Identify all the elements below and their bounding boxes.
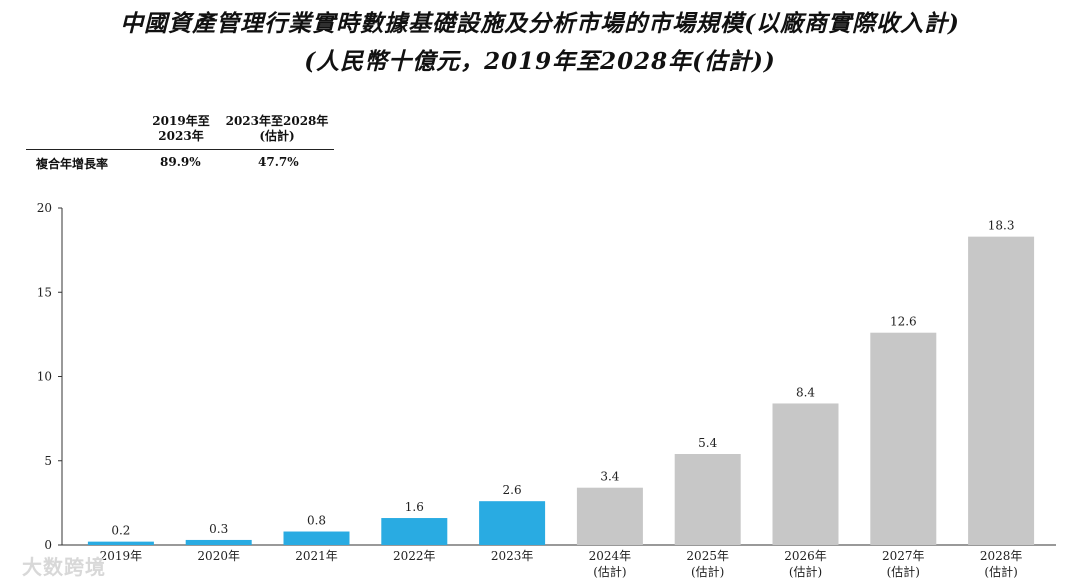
value-label-2019年: 0.2 (111, 524, 130, 538)
x-tick-label-2019年: 2019年 (100, 549, 143, 563)
value-label-2024年: 3.4 (600, 470, 619, 484)
bar-2019年 (87, 541, 154, 545)
bar-2021年 (283, 531, 350, 545)
value-label-2026年: 8.4 (796, 385, 815, 399)
value-label-2022年: 1.6 (405, 500, 424, 514)
y-tick-label-5: 5 (44, 454, 52, 468)
x-tick-label-2028年: 2028年 (980, 549, 1023, 563)
chart-subtitle: (人民幣十億元，2019年至2028年(估計)) (304, 48, 776, 75)
x-tick-label-2025年: 2025年 (686, 549, 729, 563)
bar-2028年 (968, 236, 1035, 545)
bar-2025年 (674, 454, 741, 545)
x-tick-label-2020年: 2020年 (197, 549, 240, 563)
cagr-col1-header: 2019年至 2023年 (140, 114, 222, 144)
value-label-2027年: 12.6 (890, 315, 917, 329)
cagr-table-rule (26, 149, 334, 150)
x-tick-label-2027年: 2027年 (882, 549, 925, 563)
chart-title: 中國資產管理行業實時數據基礎設施及分析市場的市場規模(以廠商實際收入計) (120, 10, 960, 37)
cagr-col1-header-line2: 2023年 (158, 129, 204, 143)
bar-2024年 (576, 487, 643, 545)
cagr-col2-header: 2023年至2028年 (估計) (222, 114, 332, 144)
x-tick-sublabel-2025年: (估計) (691, 564, 724, 579)
bar-2026年 (772, 403, 839, 545)
value-label-2028年: 18.3 (988, 219, 1015, 233)
bar-2023年 (479, 501, 546, 545)
cagr-col2-header-line2: (估計) (259, 129, 295, 143)
value-label-2021年: 0.8 (307, 514, 326, 528)
value-label-2025年: 5.4 (698, 436, 717, 450)
x-tick-label-2022年: 2022年 (393, 549, 436, 563)
y-tick-label-10: 10 (37, 370, 52, 384)
cagr-col2-header-line1: 2023年至2028年 (225, 114, 329, 128)
x-tick-sublabel-2027年: (估計) (887, 564, 920, 579)
x-tick-label-2024年: 2024年 (589, 549, 632, 563)
bar-2020年 (185, 539, 252, 545)
watermark: 大数跨境 (22, 555, 106, 579)
cagr-row-label: 複合年增長率 (36, 157, 109, 171)
bar-2022年 (381, 518, 448, 545)
value-label-2023年: 2.6 (503, 483, 522, 497)
cagr-col1-header-line1: 2019年至 (152, 114, 210, 128)
x-tick-sublabel-2024年: (估計) (593, 564, 626, 579)
bar-2027年 (870, 332, 937, 545)
value-label-2020年: 0.3 (209, 522, 228, 536)
x-tick-label-2021年: 2021年 (295, 549, 338, 563)
x-tick-sublabel-2028年: (估計) (984, 564, 1017, 579)
y-tick-label-0: 0 (44, 538, 52, 552)
cagr-value-2019-2023: 89.9% (160, 155, 201, 169)
x-tick-label-2023年: 2023年 (491, 549, 534, 563)
y-tick-label-20: 20 (37, 201, 52, 215)
cagr-value-2023-2028: 47.7% (258, 155, 299, 169)
x-tick-sublabel-2026年: (估計) (789, 564, 822, 579)
x-tick-label-2026年: 2026年 (784, 549, 827, 563)
y-tick-label-15: 15 (37, 285, 52, 299)
